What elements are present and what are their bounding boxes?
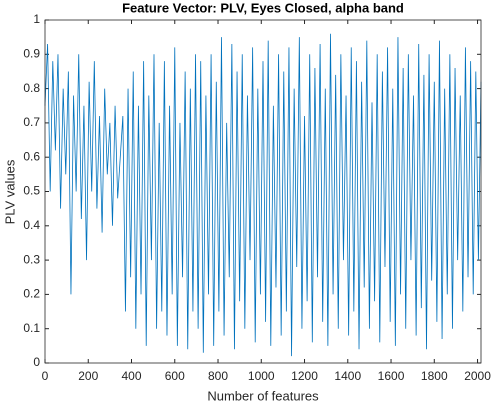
- y-tick-label: 0.3: [23, 252, 40, 266]
- x-tick-label: 2000: [464, 369, 491, 383]
- y-axis-label: PLV values: [2, 159, 17, 224]
- y-tick-label: 0.6: [23, 149, 40, 163]
- x-tick-label: 1800: [421, 369, 448, 383]
- x-tick-label: 1000: [248, 369, 275, 383]
- y-tick-label: 0.8: [23, 81, 40, 95]
- y-tick-label: 1: [33, 12, 40, 26]
- y-tick-label: 0.2: [23, 287, 40, 301]
- x-tick-label: 800: [208, 369, 228, 383]
- y-tick-label: 0.4: [23, 218, 40, 232]
- x-tick-label: 600: [165, 369, 185, 383]
- x-tick-label: 400: [121, 369, 141, 383]
- x-tick-label: 200: [78, 369, 98, 383]
- x-tick-label: 1600: [378, 369, 405, 383]
- x-tick-label: 1200: [291, 369, 318, 383]
- x-tick-label: 0: [42, 369, 49, 383]
- chart-title: Feature Vector: PLV, Eyes Closed, alpha …: [122, 0, 404, 15]
- y-tick-label: 0.5: [23, 184, 40, 198]
- x-tick-label: 1400: [334, 369, 361, 383]
- y-tick-label: 0.7: [23, 115, 40, 129]
- y-tick-label: 0: [33, 355, 40, 369]
- y-tick-label: 0.1: [23, 321, 40, 335]
- plot-frame: [44, 19, 482, 364]
- y-tick-label: 0.9: [23, 46, 40, 60]
- data-line: [44, 33, 482, 357]
- x-axis-label: Number of features: [207, 388, 319, 403]
